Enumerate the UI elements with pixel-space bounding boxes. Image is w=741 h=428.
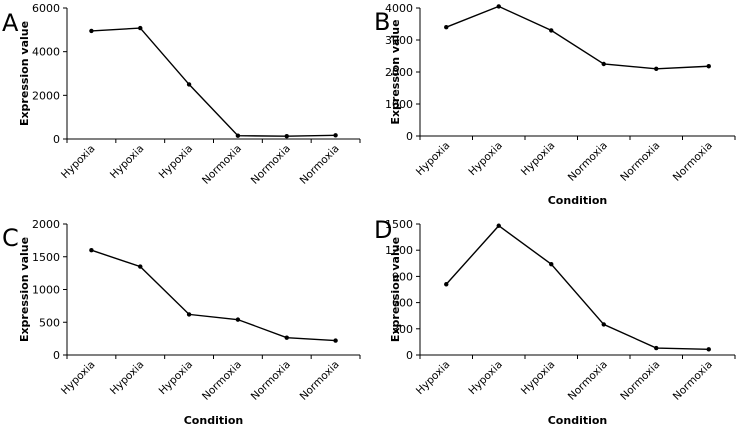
y-tick-label: 300 <box>392 323 413 336</box>
data-point <box>138 264 143 269</box>
x-axis-label: Condition <box>548 414 608 427</box>
data-point <box>706 64 711 69</box>
y-tick-label: 1000 <box>385 98 413 111</box>
y-axis-label: Expression value <box>389 19 402 124</box>
data-point <box>654 66 659 72</box>
y-tick-label: 2000 <box>32 218 60 231</box>
series-line <box>445 224 709 351</box>
y-tick-label: 2000 <box>385 66 413 79</box>
y-axis-label: Expression value <box>18 21 31 126</box>
x-tick-label: Hypoxia <box>414 359 453 398</box>
data-point <box>186 312 192 317</box>
y-tick-label: 4000 <box>385 2 413 15</box>
series-line <box>91 27 336 137</box>
x-tick-label: Normoxia <box>566 140 610 184</box>
x-tick-label: Normoxia <box>249 143 293 187</box>
data-point <box>654 345 659 351</box>
x-tick-label: Hypoxia <box>59 143 98 182</box>
y-tick-label: 3000 <box>385 34 413 47</box>
x-tick-label: Hypoxia <box>108 143 147 182</box>
x-tick-label: Hypoxia <box>414 140 453 179</box>
series-line <box>91 249 336 342</box>
x-tick-label: Normoxia <box>298 359 342 403</box>
x-tick-label: Normoxia <box>566 359 610 403</box>
y-tick-label: 0 <box>53 349 60 362</box>
y-tick-label: 900 <box>392 270 413 283</box>
x-tick-label: Normoxia <box>298 143 342 187</box>
data-point <box>186 82 192 87</box>
data-point <box>89 248 94 253</box>
data-point <box>444 25 449 30</box>
y-axis-label: Expression value <box>389 237 402 342</box>
chart-panel-d: D 0 300 600 900 1200 1500 Hypoxia Hypoxia Hypoxia… <box>374 216 736 427</box>
data-point <box>138 25 143 31</box>
x-tick-label: Hypoxia <box>519 359 558 398</box>
data-point <box>89 28 94 34</box>
y-tick-label: 0 <box>406 349 413 362</box>
x-tick-label: Normoxia <box>249 359 293 403</box>
panel-letter: C <box>2 224 19 252</box>
x-tick-label: Hypoxia <box>466 359 505 398</box>
x-tick-label: Hypoxia <box>157 359 196 398</box>
data-point <box>333 133 338 138</box>
x-tick-label: Normoxia <box>618 140 662 184</box>
panel-letter: B <box>374 8 390 36</box>
data-point <box>235 133 241 138</box>
data-point <box>601 322 606 327</box>
x-tick-label: Normoxia <box>618 359 662 403</box>
y-tick-label: 2000 <box>32 89 60 102</box>
y-tick-label: 0 <box>53 133 60 146</box>
data-point <box>549 28 554 33</box>
data-point <box>496 4 501 9</box>
y-tick-label: 600 <box>392 297 413 310</box>
y-tick-label: 4000 <box>32 46 60 59</box>
y-tick-label: 1500 <box>32 251 60 264</box>
y-axis-label: Expression value <box>18 237 31 342</box>
y-tick-label: 0 <box>406 130 413 143</box>
x-tick-label: Normoxia <box>200 143 244 187</box>
data-point <box>444 282 449 287</box>
x-tick-label: Hypoxia <box>59 359 98 398</box>
x-tick-label: Normoxia <box>200 359 244 403</box>
x-tick-label: Hypoxia <box>519 140 558 179</box>
y-tick-label: 1500 <box>385 218 413 231</box>
data-point <box>284 133 289 139</box>
y-tick-label: 1200 <box>385 244 413 257</box>
data-point <box>549 261 554 267</box>
x-tick-label: Normoxia <box>671 140 715 184</box>
data-point <box>496 223 501 228</box>
data-point <box>706 347 711 352</box>
series-line <box>445 5 709 70</box>
y-tick-label: 1000 <box>32 284 60 297</box>
y-tick-label: 500 <box>39 316 60 329</box>
y-tick-label: 6000 <box>32 2 60 15</box>
x-tick-label: Hypoxia <box>466 140 505 179</box>
data-point <box>333 338 338 343</box>
panel-letter: A <box>2 9 19 37</box>
x-axis-label: Condition <box>184 414 244 427</box>
data-point <box>601 61 606 67</box>
x-tick-label: Normoxia <box>671 359 715 403</box>
x-tick-label: Hypoxia <box>108 359 147 398</box>
panel-letter: D <box>374 216 392 244</box>
x-tick-label: Hypoxia <box>157 143 196 182</box>
data-point <box>284 335 289 340</box>
x-axis-label: Condition <box>548 194 608 207</box>
data-point <box>235 317 241 322</box>
